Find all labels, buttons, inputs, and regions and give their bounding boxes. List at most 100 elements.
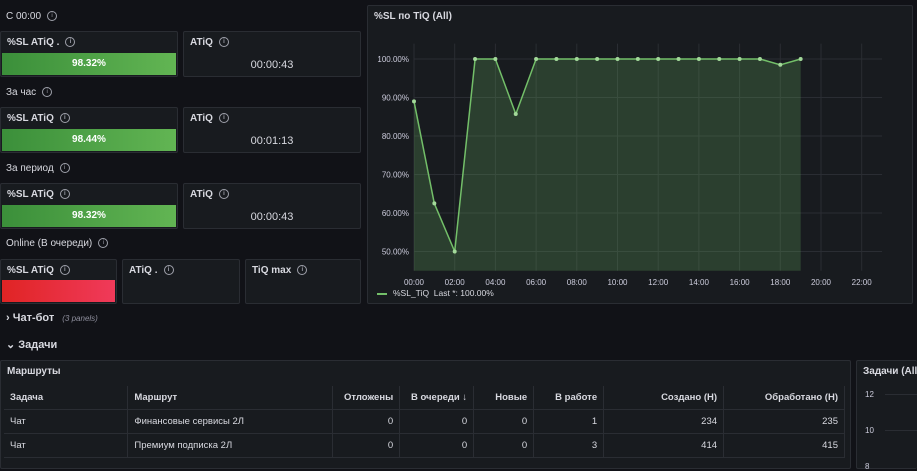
column-header-route[interactable]: Маршрут — [127, 386, 334, 410]
sl-alert-bar — [2, 280, 115, 302]
column-header-processed[interactable]: Обработано (Н) — [723, 386, 845, 410]
panel-count: (3 panels) — [62, 314, 98, 323]
cell-processed: 235 — [723, 409, 845, 434]
y-tick-label: 100.00% — [377, 55, 409, 64]
data-point — [757, 57, 762, 61]
x-tick-label: 20:00 — [811, 278, 832, 287]
series-area-fill — [414, 59, 801, 271]
cell-new: 0 — [473, 409, 535, 434]
data-point — [717, 57, 722, 61]
info-icon[interactable]: i — [218, 37, 229, 48]
cell-task: Чат — [4, 409, 129, 434]
info-icon[interactable]: i — [163, 265, 174, 276]
sl-value: 98.32% — [2, 53, 176, 75]
stat-panel-sl-atiq-3[interactable]: %SL ATiQ i 98.32% — [0, 183, 178, 229]
panel-title: ATiQ i — [190, 113, 229, 124]
stat-panel-online-tiq-max[interactable]: TiQ max i — [245, 259, 361, 304]
stat-panel-online-sl[interactable]: %SL ATiQ i — [0, 259, 117, 304]
panel-title: %SL ATiQ i — [7, 265, 70, 276]
column-header-postponed[interactable]: Отложены — [332, 386, 401, 410]
x-tick-label: 22:00 — [852, 278, 873, 287]
cell-new: 0 — [473, 433, 535, 458]
info-icon[interactable]: i — [59, 189, 70, 200]
y-tick-label: 70.00% — [382, 171, 409, 180]
stat-panel-sl-atiq-1[interactable]: %SL ATiQ .i 98.32% — [0, 31, 178, 77]
cell-in-work: 1 — [533, 409, 605, 434]
stat-panel-atiq-3[interactable]: ATiQ i 00:00:43 — [183, 183, 361, 229]
table-panel-routes[interactable]: Маршруты Задача Маршрут Отложены В очере… — [0, 360, 851, 469]
cell-route: Премиум подписка 2Л — [127, 433, 334, 458]
x-tick-label: 08:00 — [567, 278, 588, 287]
data-point — [595, 57, 600, 61]
x-tick-label: 06:00 — [526, 278, 547, 287]
data-point — [676, 57, 681, 61]
cell-route: Финансовые сервисы 2Л — [127, 409, 334, 434]
y-tick-label: 80.00% — [382, 132, 409, 141]
stat-panel-online-atiq[interactable]: ATiQ .i — [122, 259, 240, 304]
info-icon[interactable]: i — [42, 87, 53, 98]
gridline — [885, 394, 917, 395]
data-point — [513, 112, 518, 117]
info-icon[interactable]: i — [59, 265, 70, 276]
panel-title: ATiQ i — [190, 189, 229, 200]
sl-value: 98.44% — [2, 129, 176, 151]
y-tick-label: 50.00% — [382, 248, 409, 257]
info-icon[interactable]: i — [59, 163, 70, 174]
x-tick-label: 12:00 — [648, 278, 669, 287]
line-chart: 50.00% 60.00% 70.00% 80.00% 90.00% 100.00% 00:… — [377, 43, 883, 287]
legend-stat: Last *: 100.00% — [433, 288, 494, 298]
stat-panel-atiq-1[interactable]: ATiQ i 00:00:43 — [183, 31, 361, 77]
panel-title: ATiQ .i — [129, 265, 174, 276]
stat-panel-atiq-2[interactable]: ATiQ i 00:01:13 — [183, 107, 361, 153]
info-icon[interactable]: i — [297, 265, 308, 276]
sort-desc-icon: ↓ — [462, 392, 468, 403]
section-title: Чат-бот — [12, 312, 55, 324]
chevron-right-icon: › — [6, 312, 10, 324]
table-title: Маршруты — [7, 366, 61, 377]
side-panel-tasks[interactable]: Задачи (All) 12 10 8 — [856, 360, 917, 471]
data-point — [635, 57, 640, 61]
y-tick-label: 10 — [865, 426, 874, 435]
column-header-created[interactable]: Создано (Н) — [603, 386, 725, 410]
x-tick-label: 02:00 — [445, 278, 466, 287]
column-header-new[interactable]: Новые — [473, 386, 535, 410]
y-tick-label: 90.00% — [382, 94, 409, 103]
chart-title: %SL по TiQ (All) — [374, 11, 452, 22]
cell-created: 234 — [603, 409, 725, 434]
data-point — [615, 57, 620, 61]
info-icon[interactable]: i — [47, 11, 58, 22]
info-icon[interactable]: i — [218, 189, 229, 200]
data-point — [412, 99, 416, 104]
side-panel-title: Задачи (All) — [863, 366, 917, 377]
row-label-last-hour: За час i — [6, 87, 53, 98]
x-tick-label: 04:00 — [485, 278, 506, 287]
panel-title: %SL ATiQ i — [7, 113, 70, 124]
table-row[interactable]: Чат Премиум подписка 2Л 0 0 0 3 414 415 — [4, 433, 845, 458]
info-icon[interactable]: i — [218, 113, 229, 124]
chart-panel-sl-tiq[interactable]: %SL по TiQ (All) 50.00% 60.00% 70.00% 80.00… — [367, 5, 913, 304]
atiq-value: 00:01:13 — [250, 135, 294, 147]
column-header-in-work[interactable]: В работе — [533, 386, 605, 410]
column-header-in-queue[interactable]: В очереди ↓ — [399, 386, 475, 410]
data-point — [737, 57, 742, 61]
chart-legend[interactable]: %SL_TiQ Last *: 100.00% — [377, 288, 494, 298]
panel-title: %SL ATiQ .i — [7, 37, 76, 48]
table-row[interactable]: Чат Финансовые сервисы 2Л 0 0 0 1 234 23… — [4, 409, 845, 434]
info-icon[interactable]: i — [98, 238, 109, 249]
routes-table: Задача Маршрут Отложены В очереди ↓ Новы… — [4, 386, 845, 458]
x-tick-label: 18:00 — [770, 278, 791, 287]
section-chatbot[interactable]: › Чат-бот (3 panels) — [6, 312, 98, 324]
info-icon[interactable]: i — [65, 37, 76, 48]
data-point — [574, 57, 579, 61]
table-header-row: Задача Маршрут Отложены В очереди ↓ Новы… — [4, 386, 845, 410]
column-header-task[interactable]: Задача — [4, 386, 129, 410]
row-label-online: Online (В очереди) i — [6, 238, 109, 249]
row-label-since-midnight: С 00:00 i — [6, 11, 58, 22]
info-icon[interactable]: i — [59, 113, 70, 124]
x-tick-label: 10:00 — [607, 278, 628, 287]
stat-panel-sl-atiq-2[interactable]: %SL ATiQ i 98.44% — [0, 107, 178, 153]
section-tasks[interactable]: ⌄ Задачи — [6, 338, 57, 351]
sl-value: 98.32% — [2, 205, 176, 227]
cell-created: 414 — [603, 433, 725, 458]
row-label-period: За период i — [6, 163, 70, 174]
